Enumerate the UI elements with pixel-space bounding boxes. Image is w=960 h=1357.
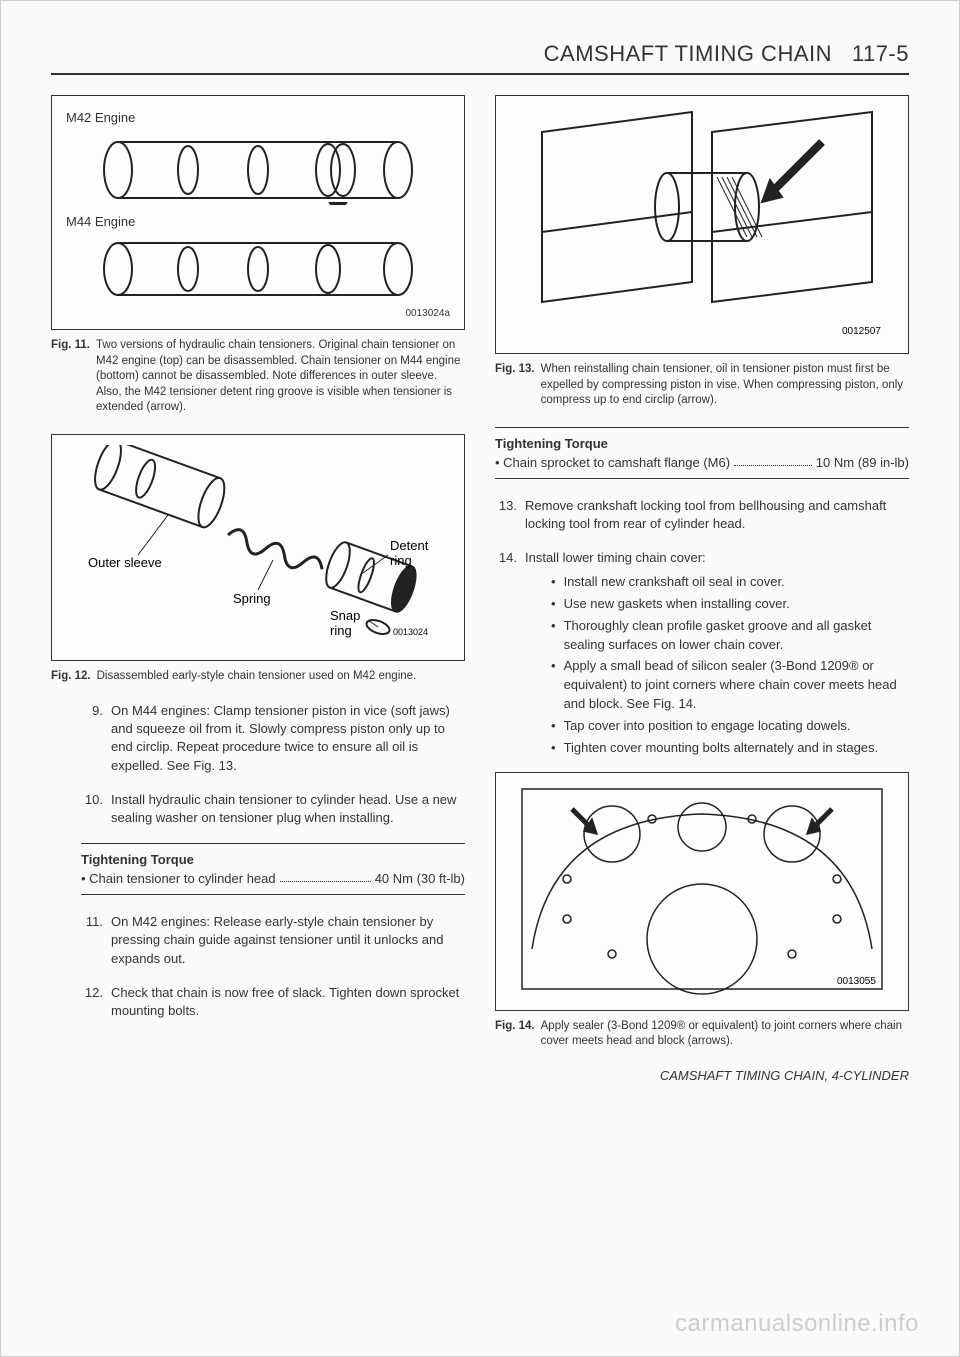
torque-box-left: Tightening Torque Chain tensioner to cyl… [81,843,465,895]
section-footer: CAMSHAFT TIMING CHAIN, 4-CYLINDER [495,1068,909,1083]
fig11-illustration-top [66,135,450,210]
fig13-illustration: 0012507 [502,102,902,347]
header-title: CAMSHAFT TIMING CHAIN [544,41,832,66]
fig11-label-top: M42 Engine [66,110,450,125]
bullet-item: Thoroughly clean profile gasket groove a… [551,617,909,655]
step-12: 12. Check that chain is now free of slac… [81,984,465,1020]
bullet-item: Use new gaskets when installing cover. [551,595,909,614]
torque-value: 40 Nm (30 ft-lb) [375,871,465,886]
step-text: Install hydraulic chain tensioner to cyl… [111,791,465,827]
fig11-caption: Fig. 11. Two versions of hydraulic chain… [51,338,465,416]
step-num: 12. [81,984,103,1020]
fig12-label-snap: Snap [330,608,360,623]
fig11-idnum: 0013024a [66,308,450,319]
right-column: 0012507 Fig. 13. When reinstalling chain… [495,95,909,1083]
fig14-caption-text: Apply sealer (3-Bond 1209® or equivalent… [541,1019,909,1050]
fig11-caption-text: Two versions of hydraulic chain tensione… [96,338,465,416]
fig12-label-spring: Spring [233,591,271,606]
step-14-bullets: Install new crankshaft oil seal in cover… [495,573,909,758]
bullet-item: Tap cover into position to engage locati… [551,717,909,736]
fig14-illustration: 0013055 [502,779,902,1004]
fig13-caption: Fig. 13. When reinstalling chain tension… [495,362,909,409]
step-13: 13. Remove crankshaft locking tool from … [495,497,909,533]
step-num: 13. [495,497,517,533]
fig12-label-outer: Outer sleeve [88,555,162,570]
fig11-label-bottom: M44 Engine [66,214,450,229]
fig13-idnum: 0012507 [842,326,881,337]
step-10: 10. Install hydraulic chain tensioner to… [81,791,465,827]
fig11-number: Fig. 11. [51,338,90,416]
torque-box-right: Tightening Torque Chain sprocket to cams… [495,427,909,479]
fig14-idnum: 0013055 [837,976,876,987]
fig12-caption: Fig. 12. Disassembled early-style chain … [51,669,465,685]
manual-page: CAMSHAFT TIMING CHAIN 117-5 M42 Engine [0,0,960,1357]
bullet-item: Apply a small bead of silicon sealer (3-… [551,657,909,714]
torque-value: 10 Nm (89 in-lb) [816,455,909,470]
fig12-number: Fig. 12. [51,669,91,685]
fig13-caption-text: When reinstalling chain tensioner, oil i… [541,362,909,409]
step-text: Remove crankshaft locking tool from bell… [525,497,909,533]
bullet-item: Install new crankshaft oil seal in cover… [551,573,909,592]
fig11-illustration-bottom [66,239,450,304]
svg-text:ring: ring [390,553,412,568]
step-text: Install lower timing chain cover: [525,549,909,567]
step-text: Check that chain is now free of slack. T… [111,984,465,1020]
header-page: 117-5 [852,41,909,66]
bullet-item: Tighten cover mounting bolts alternately… [551,739,909,758]
step-num: 11. [81,913,103,968]
fig13-box: 0012507 [495,95,909,354]
torque-item: Chain sprocket to camshaft flange (M6) [495,455,730,470]
fig11-box: M42 Engine [51,95,465,330]
step-text: On M42 engines: Release early-style chai… [111,913,465,968]
svg-text:ring: ring [330,623,352,638]
fig12-label-detent: Detent [390,538,429,553]
step-11: 11. On M42 engines: Release early-style … [81,913,465,968]
torque-title: Tightening Torque [81,852,465,867]
fig14-box: 0013055 [495,772,909,1011]
fig12-box: Outer sleeve Spring Detent ring Snap rin… [51,434,465,661]
step-text: On M44 engines: Clamp tensioner piston i… [111,702,465,775]
fig12-idnum: 0013024 [393,627,428,637]
step-num: 10. [81,791,103,827]
step-num: 14. [495,549,517,567]
page-header: CAMSHAFT TIMING CHAIN 117-5 [51,41,909,75]
fig12-caption-text: Disassembled early-style chain tensioner… [97,669,465,685]
left-column: M42 Engine [51,95,465,1083]
step-14: 14. Install lower timing chain cover: [495,549,909,567]
fig13-number: Fig. 13. [495,362,535,409]
fig14-caption: Fig. 14. Apply sealer (3-Bond 1209® or e… [495,1019,909,1050]
torque-item: Chain tensioner to cylinder head [81,871,276,886]
torque-title: Tightening Torque [495,436,909,451]
step-num: 9. [81,702,103,775]
fig12-illustration: Outer sleeve Spring Detent ring Snap rin… [66,445,450,650]
step-9: 9. On M44 engines: Clamp tensioner pisto… [81,702,465,775]
watermark: carmanualsonline.info [675,1310,919,1338]
fig14-number: Fig. 14. [495,1019,535,1050]
